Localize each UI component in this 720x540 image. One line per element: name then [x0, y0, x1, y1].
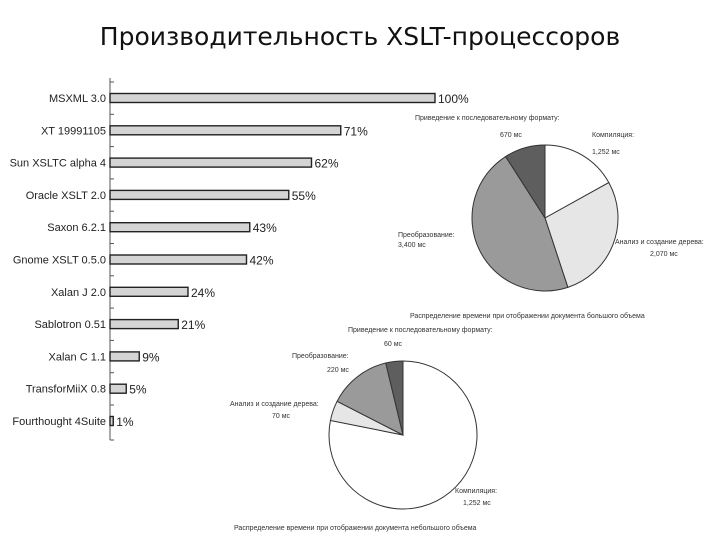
pie1-label-transform: Преобразование:	[398, 231, 455, 239]
pie1-label-compilation: Компиляция:	[592, 132, 634, 139]
bar-category-label: Sun XSLTC alpha 4	[10, 158, 106, 170]
bar-value-label: 71%	[344, 124, 368, 138]
bar	[109, 286, 189, 297]
bar-value-label: 100%	[438, 92, 469, 106]
pie-slice	[385, 360, 404, 436]
pie-slice	[504, 144, 546, 220]
pie-chart-large-document: Приведение к последовательному формату: 6…	[398, 115, 704, 320]
pie1-caption: Распределение времени при отображении до…	[410, 312, 645, 320]
bar	[109, 157, 313, 168]
pie2-value-parse: 70 мс	[272, 413, 291, 420]
pie-slice	[328, 360, 478, 510]
bar-value-label: 24%	[191, 286, 215, 300]
bar	[109, 189, 290, 201]
bar-value-label: 21%	[181, 318, 205, 332]
bar-category-label: Sablotron 0.51	[34, 319, 106, 331]
pie1-label-serialization: Приведение к последовательному формату:	[415, 115, 560, 122]
pie1-value-parse: 2,070 мс	[650, 251, 678, 258]
bar-category-label: Xalan J 2.0	[51, 287, 106, 299]
pie-slice	[471, 155, 569, 292]
pie-slice	[544, 144, 610, 219]
pie2-label-serialization: Приведение к последовательному формату:	[348, 327, 493, 334]
pie-slice	[336, 362, 404, 436]
pie-chart-small-document: Приведение к последовательному формату: 6…	[230, 327, 497, 532]
pie2-caption: Распределение времени при отображении до…	[234, 524, 477, 532]
bar-category-label: Fourthought 4Suite	[12, 416, 106, 428]
bar	[109, 318, 179, 330]
bar-value-label: 62%	[315, 157, 339, 171]
bar	[109, 415, 114, 427]
pie2-value-serialization: 60 мс	[384, 341, 403, 348]
bar-value-label: 43%	[253, 221, 277, 235]
bar-category-label: Xalan C 1.1	[49, 351, 106, 363]
bar	[109, 383, 127, 394]
pie2-label-compilation: Компиляция:	[455, 488, 497, 495]
pie2-value-compilation: 1,252 мс	[463, 500, 491, 507]
bar-chart: MSXML 3.0 100% XT 19991105 71% Sun XSLTC alp…	[10, 78, 469, 441]
bar-value-label: 42%	[250, 254, 274, 268]
bar-category-label: Gnome XSLT 0.5.0	[13, 255, 106, 267]
slide-title: Производительность XSLT-процессоров	[99, 22, 621, 51]
bar	[109, 351, 140, 362]
bar	[109, 92, 436, 104]
pie1-value-transform: 3,400 мс	[398, 242, 426, 249]
pie1-value-serialization: 670 мс	[500, 132, 522, 139]
pie1-value-compilation: 1,252 мс	[592, 149, 620, 156]
bar-category-label: XT 19991105	[41, 125, 106, 137]
bar-value-label: 5%	[129, 383, 147, 397]
bar	[109, 221, 251, 233]
bar-category-label: TransforMiiX 0.8	[26, 384, 106, 396]
pie-slice	[544, 181, 619, 288]
bar-category-label: MSXML 3.0	[49, 93, 106, 105]
bar-value-label: 55%	[292, 189, 316, 203]
bar-value-label: 1%	[116, 415, 134, 429]
bar	[109, 254, 248, 265]
bar-category-label: Saxon 6.2.1	[47, 222, 106, 234]
bar-category-label: Oracle XSLT 2.0	[26, 190, 106, 202]
bar	[109, 125, 342, 136]
pie2-label-parse: Анализ и создание дерева:	[230, 401, 319, 408]
bar-value-label: 9%	[142, 350, 160, 364]
pie2-label-transform: Преобразование:	[292, 352, 349, 360]
pie1-label-parse: Анализ и создание дерева:	[615, 239, 704, 246]
pie2-value-transform: 220 мс	[327, 367, 349, 374]
